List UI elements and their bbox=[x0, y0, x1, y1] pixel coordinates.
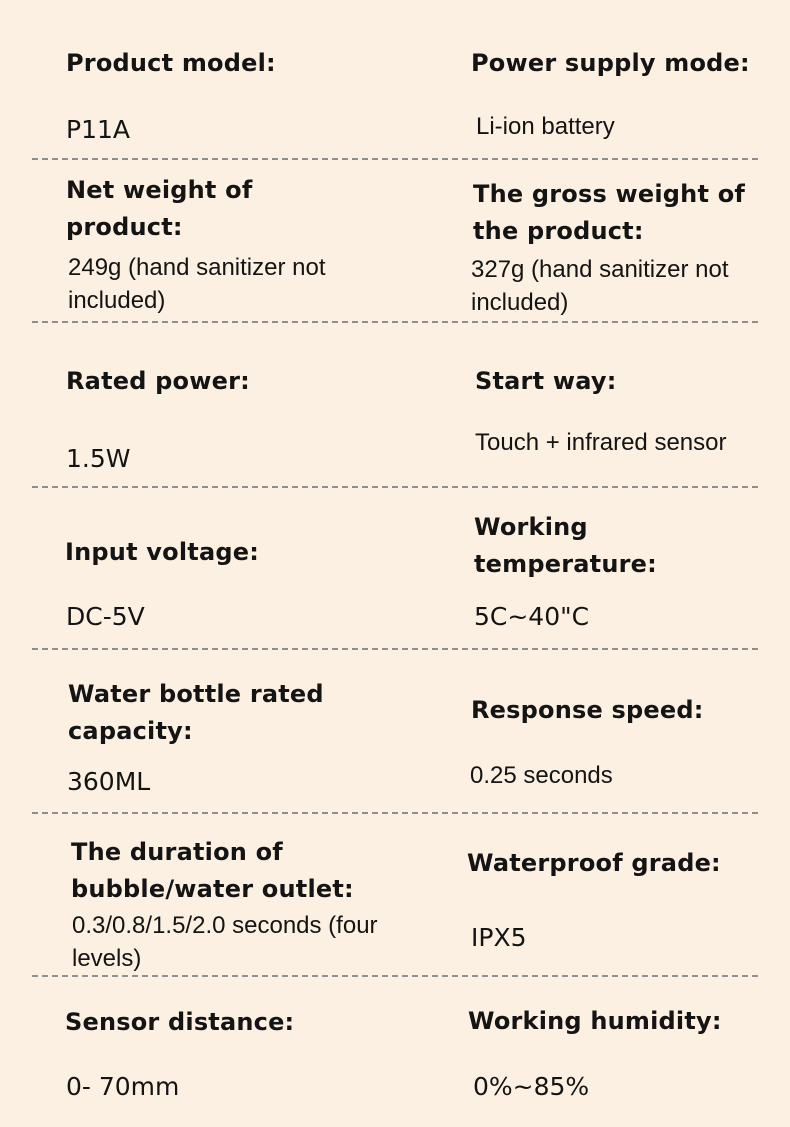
row-divider bbox=[32, 158, 758, 160]
spec-label-net-weight: Net weight of product: bbox=[66, 176, 253, 241]
spec-label-working-temperature: Working temperature: bbox=[474, 513, 657, 578]
spec-label-sensor-distance: Sensor distance: bbox=[65, 1008, 295, 1036]
spec-label-response-speed: Response speed: bbox=[471, 696, 704, 724]
spec-value-rated-power: 1.5W bbox=[66, 444, 131, 473]
row-divider bbox=[32, 648, 758, 650]
spec-label-start-way: Start way: bbox=[475, 367, 617, 395]
spec-label-working-humidity: Working humidity: bbox=[468, 1007, 722, 1035]
spec-value-outlet-duration: 0.3/0.8/1.5/2.0 seconds (four levels) bbox=[72, 912, 378, 972]
row-divider bbox=[32, 321, 758, 323]
spec-value-bottle-capacity: 360ML bbox=[67, 767, 151, 796]
row-divider bbox=[32, 975, 758, 977]
spec-value-power-supply-mode: Li-ion battery bbox=[476, 113, 615, 140]
spec-label-power-supply-mode: Power supply mode: bbox=[471, 49, 750, 77]
spec-value-start-way: Touch + infrared sensor bbox=[475, 429, 727, 456]
spec-value-waterproof-grade: IPX5 bbox=[471, 923, 527, 952]
row-divider bbox=[32, 812, 758, 814]
spec-value-working-temperature: 5C~40"C bbox=[474, 602, 590, 631]
spec-label-waterproof-grade: Waterproof grade: bbox=[467, 849, 721, 877]
spec-value-sensor-distance: 0- 70mm bbox=[66, 1072, 180, 1101]
spec-label-product-model: Product model: bbox=[66, 49, 276, 77]
spec-label-rated-power: Rated power: bbox=[66, 367, 250, 395]
spec-value-response-speed: 0.25 seconds bbox=[470, 762, 613, 789]
spec-value-product-model: P11A bbox=[66, 115, 130, 144]
spec-label-gross-weight: The gross weight of the product: bbox=[473, 180, 746, 245]
spec-label-outlet-duration: The duration of bubble/water outlet: bbox=[71, 838, 354, 903]
spec-value-net-weight: 249g (hand sanitizer not included) bbox=[68, 254, 326, 314]
spec-value-gross-weight: 327g (hand sanitizer not included) bbox=[471, 256, 729, 316]
spec-label-bottle-capacity: Water bottle rated capacity: bbox=[68, 680, 324, 745]
spec-label-input-voltage: Input voltage: bbox=[65, 538, 259, 566]
row-divider bbox=[32, 486, 758, 488]
spec-value-working-humidity: 0%~85% bbox=[473, 1072, 590, 1101]
spec-value-input-voltage: DC-5V bbox=[66, 602, 145, 631]
